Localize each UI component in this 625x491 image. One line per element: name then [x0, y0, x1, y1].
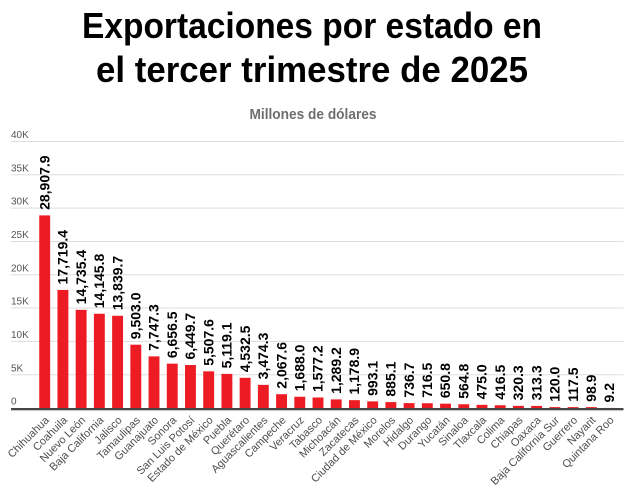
svg-text:313.3: 313.3	[528, 365, 544, 400]
svg-text:el tercer trimestre de 2025: el tercer trimestre de 2025	[96, 49, 528, 90]
svg-text:14,735.4: 14,735.4	[73, 250, 89, 305]
svg-text:17,719.4: 17,719.4	[55, 230, 71, 285]
svg-text:885.1: 885.1	[383, 361, 399, 396]
svg-text:416.5: 416.5	[492, 364, 508, 399]
svg-text:35K: 35K	[11, 163, 29, 174]
svg-text:4,532.5: 4,532.5	[237, 325, 253, 372]
svg-text:30K: 30K	[11, 197, 29, 208]
svg-text:10K: 10K	[11, 330, 29, 341]
svg-text:475.0: 475.0	[474, 364, 490, 399]
svg-text:0: 0	[11, 397, 17, 408]
svg-text:2,067.6: 2,067.6	[273, 342, 289, 389]
svg-text:15K: 15K	[11, 297, 29, 308]
svg-text:Exportaciones por estado en: Exportaciones por estado en	[82, 5, 542, 46]
svg-text:120.0: 120.0	[547, 366, 563, 401]
svg-text:40K: 40K	[11, 130, 29, 141]
svg-text:9,503.0: 9,503.0	[128, 292, 144, 339]
svg-text:7,747.3: 7,747.3	[146, 304, 162, 351]
svg-text:1,688.0: 1,688.0	[291, 344, 307, 391]
svg-text:Millones de dólares: Millones de dólares	[250, 107, 377, 123]
svg-text:5,119.1: 5,119.1	[219, 322, 235, 368]
svg-text:6,449.7: 6,449.7	[182, 313, 198, 360]
svg-text:28,907.9: 28,907.9	[36, 155, 52, 210]
svg-text:14,145.8: 14,145.8	[91, 254, 107, 309]
svg-text:6,656.5: 6,656.5	[164, 311, 180, 358]
svg-text:3,474.3: 3,474.3	[255, 332, 271, 379]
svg-text:736.7: 736.7	[401, 362, 417, 397]
svg-text:1,577.2: 1,577.2	[310, 345, 326, 392]
svg-text:993.1: 993.1	[364, 361, 380, 396]
svg-text:1,178.9: 1,178.9	[346, 348, 362, 395]
svg-text:320.3: 320.3	[510, 365, 526, 400]
svg-text:13,839.7: 13,839.7	[109, 256, 125, 311]
svg-text:117.5: 117.5	[565, 367, 581, 401]
svg-text:650.8: 650.8	[437, 363, 453, 398]
svg-text:716.5: 716.5	[419, 362, 435, 397]
svg-text:25K: 25K	[11, 230, 29, 241]
svg-text:9.2: 9.2	[601, 383, 617, 403]
svg-text:1,289.2: 1,289.2	[328, 347, 344, 394]
svg-text:5,507.6: 5,507.6	[200, 319, 216, 366]
svg-text:5K: 5K	[11, 363, 24, 374]
svg-text:20K: 20K	[11, 263, 29, 274]
svg-text:98.9: 98.9	[583, 374, 599, 401]
svg-text:564.8: 564.8	[455, 363, 471, 398]
